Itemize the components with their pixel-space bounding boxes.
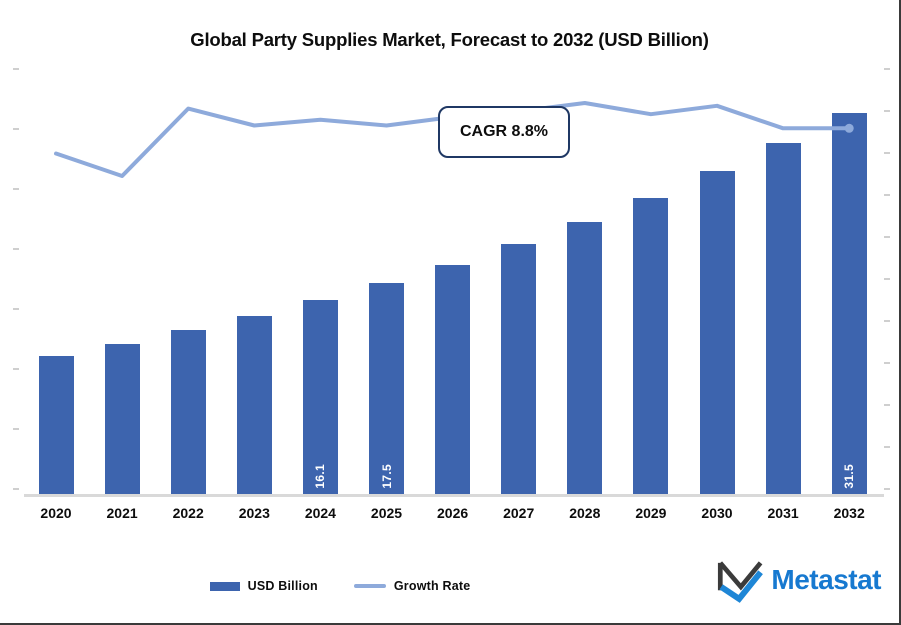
x-axis-label-2020: 2020 bbox=[40, 505, 72, 521]
right-axis-tick bbox=[884, 152, 890, 154]
left-axis-tick bbox=[13, 308, 19, 310]
x-axis-label-2031: 2031 bbox=[767, 505, 799, 521]
right-axis-tick bbox=[884, 110, 890, 112]
bar-2021 bbox=[104, 343, 140, 496]
legend-label-usd-billion: USD Billion bbox=[247, 579, 318, 593]
left-axis-tick bbox=[13, 128, 19, 130]
bar-2027 bbox=[501, 244, 537, 496]
x-axis-label-2029: 2029 bbox=[635, 505, 667, 521]
bar-2030 bbox=[699, 171, 735, 496]
bar-2022 bbox=[170, 330, 206, 496]
cagr-annotation: CAGR 8.8% bbox=[438, 106, 570, 158]
cagr-annotation-label: CAGR 8.8% bbox=[459, 123, 549, 140]
x-axis-label-2022: 2022 bbox=[172, 505, 204, 521]
x-axis-label-2021: 2021 bbox=[106, 505, 138, 521]
right-axis-tick bbox=[884, 278, 890, 280]
bar-2023 bbox=[236, 315, 272, 496]
x-axis-line bbox=[24, 494, 884, 497]
metastat-m-icon bbox=[718, 561, 764, 603]
x-axis-label-2025: 2025 bbox=[370, 505, 403, 521]
right-axis-tick bbox=[884, 362, 890, 364]
bar-2029 bbox=[633, 197, 669, 496]
legend-item-usd-billion: USD Billion bbox=[209, 579, 318, 593]
bar-2028 bbox=[567, 222, 603, 496]
bar-value-label-2025: 17.5 bbox=[379, 464, 394, 489]
right-axis-tick bbox=[884, 446, 890, 448]
right-axis-tick bbox=[884, 194, 890, 196]
right-axis-tick bbox=[884, 236, 890, 238]
x-axis-label-2030: 2030 bbox=[701, 505, 733, 521]
left-axis-tick bbox=[13, 368, 19, 370]
legend-item-growth-rate: Growth Rate bbox=[353, 579, 471, 593]
right-axis-tick bbox=[884, 320, 890, 322]
bar-2026 bbox=[435, 264, 471, 496]
line-swatch-icon bbox=[353, 584, 386, 588]
bar-value-label-2032: 31.5 bbox=[842, 464, 857, 489]
x-axis-label-2023: 2023 bbox=[238, 505, 270, 521]
right-axis-tick bbox=[884, 488, 890, 490]
left-axis-tick bbox=[13, 68, 19, 70]
x-axis-label-2024: 2024 bbox=[304, 505, 336, 521]
bar-2024: 16.1 bbox=[302, 300, 338, 496]
bar-value-label-2024: 16.1 bbox=[313, 464, 328, 489]
bar-swatch-icon bbox=[209, 581, 240, 591]
bar-2032: 31.5 bbox=[831, 112, 867, 496]
x-axis-label-2027: 2027 bbox=[503, 505, 535, 521]
right-axis-tick bbox=[884, 68, 890, 70]
left-axis-tick bbox=[13, 248, 19, 250]
x-axis-label-2032: 2032 bbox=[833, 505, 865, 521]
bar-2025: 17.5 bbox=[369, 283, 404, 496]
x-axis-label-2028: 2028 bbox=[569, 505, 601, 521]
legend-label-growth-rate: Growth Rate bbox=[393, 579, 471, 593]
bar-2020 bbox=[38, 356, 74, 496]
left-axis-tick bbox=[13, 188, 19, 190]
left-axis-tick bbox=[13, 488, 19, 490]
left-axis-tick bbox=[13, 428, 19, 430]
logo-text: Metastat bbox=[771, 564, 881, 595]
chart-title: Global Party Supplies Market, Forecast t… bbox=[190, 29, 709, 50]
legend: USD Billion Growth Rate bbox=[0, 579, 680, 593]
metastat-logo: Metastat bbox=[714, 556, 881, 604]
x-axis-label-2026: 2026 bbox=[437, 505, 469, 521]
right-axis-tick bbox=[884, 404, 890, 406]
bar-2031 bbox=[765, 143, 801, 496]
